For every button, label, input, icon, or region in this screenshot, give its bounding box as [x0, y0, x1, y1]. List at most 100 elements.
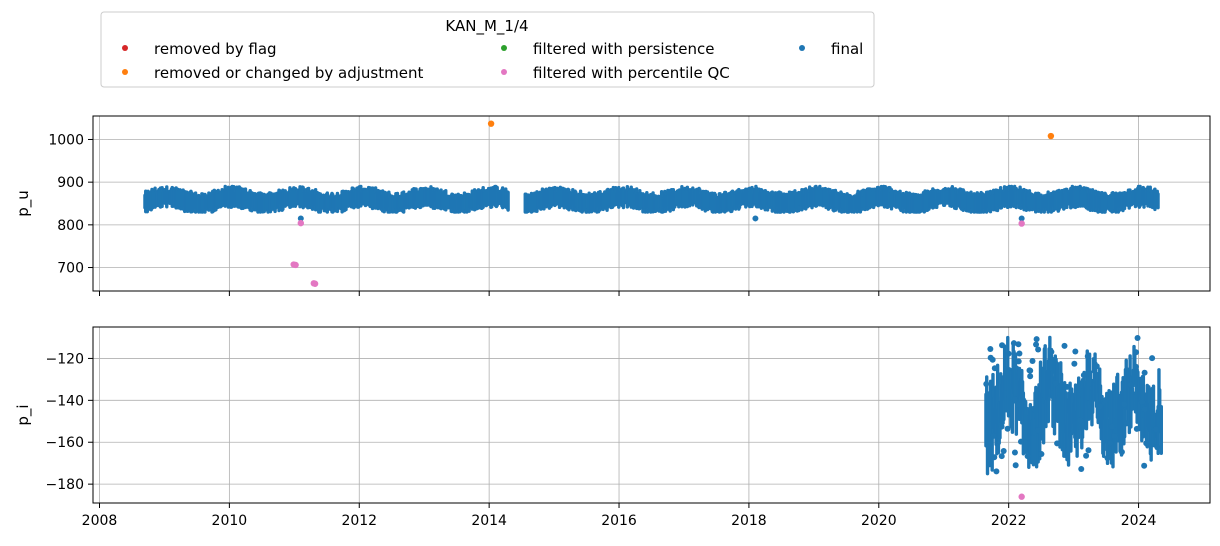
- final-point-45: [1121, 401, 1128, 408]
- final-outlier-0-0: [297, 215, 304, 222]
- legend-label-2: filtered with persistence: [533, 40, 714, 58]
- legend-label-4: final: [831, 40, 863, 58]
- final-point-7: [1096, 403, 1103, 410]
- final-point-44: [1015, 341, 1022, 348]
- y-tick-label-1-1: −160: [46, 435, 84, 451]
- percentile-qc-point-0-3: [311, 280, 319, 287]
- final-point-36: [1123, 420, 1130, 427]
- final-point-55: [1107, 440, 1114, 447]
- y-axis-label-1: p_i: [14, 404, 33, 425]
- adjustment-point-0-1: [1047, 132, 1055, 140]
- final-point-21: [990, 432, 997, 439]
- final-outlier-0-1: [752, 215, 759, 222]
- final-point-4: [1132, 363, 1139, 370]
- final-point-12: [999, 342, 1006, 349]
- y-tick-label-1-2: −140: [46, 393, 84, 409]
- x-tick-label-4: 2016: [601, 513, 637, 529]
- legend-label-0: removed by flag: [154, 40, 277, 58]
- final-point-65: [1015, 358, 1022, 365]
- x-tick-label-8: 2024: [1121, 513, 1157, 529]
- adjustment-point-0-0: [487, 120, 495, 127]
- y-tick-label-0-3: 1000: [48, 132, 84, 148]
- plot-area-1: [983, 334, 1163, 500]
- final-point-31: [1134, 334, 1141, 341]
- y-tick-label-1-3: −120: [46, 351, 84, 367]
- final-point-54: [1027, 373, 1034, 380]
- x-tick-label-2: 2012: [341, 513, 377, 529]
- legend-frame: [100, 11, 875, 88]
- legend-label-3: filtered with percentile QC: [533, 64, 730, 82]
- final-point-53: [1141, 369, 1148, 376]
- x-tick-label-0: 2008: [82, 513, 118, 529]
- final-point-64: [1139, 398, 1146, 405]
- final-point-0: [1080, 372, 1087, 379]
- final-point-18: [1077, 417, 1084, 424]
- legend-marker-1: [122, 69, 128, 75]
- legend-marker-0: [122, 45, 128, 51]
- legend-marker-2: [501, 45, 507, 51]
- x-tick-label-3: 2014: [471, 513, 507, 529]
- final-point-39: [1085, 447, 1092, 454]
- final-point-52: [1127, 381, 1134, 388]
- series-final-1: [983, 334, 1163, 476]
- x-tick-label-6: 2020: [861, 513, 897, 529]
- final-point-60: [1084, 353, 1091, 360]
- final-point-35: [1029, 357, 1036, 364]
- final-point-68: [1038, 451, 1045, 458]
- plot-area-0: [143, 120, 1160, 287]
- y-tick-label-0-0: 700: [57, 261, 84, 277]
- y-axis-label-0: p_u: [14, 190, 33, 217]
- final-point-22: [1016, 350, 1023, 357]
- legend-title: KAN_M_1/4: [445, 17, 528, 36]
- y-tick-label-0-1: 800: [57, 218, 84, 234]
- panel-p-i: 2008 2010 2012 2014 2016 2018 2020 2022 2024 −180…: [14, 326, 1211, 529]
- x-tick-label-1: 2010: [212, 513, 248, 529]
- x-tick-label-5: 2018: [731, 513, 767, 529]
- panel-frame-0: [92, 115, 1211, 292]
- final-point-24: [1064, 383, 1071, 390]
- final-point-17: [991, 454, 998, 461]
- final-point-59: [1011, 396, 1018, 403]
- final-point-1: [1052, 380, 1059, 387]
- final-point-2: [1104, 454, 1111, 461]
- x-tick-label-7: 2022: [991, 513, 1027, 529]
- final-point-25: [1012, 462, 1019, 469]
- percentile-qc-point-0-4: [297, 219, 305, 227]
- final-point-63: [1014, 401, 1021, 408]
- final-point-14: [1061, 342, 1068, 349]
- final-point-42: [1072, 348, 1079, 355]
- final-point-6: [1149, 355, 1156, 362]
- percentile-qc-point-1-0: [1018, 493, 1025, 500]
- final-point-5: [1024, 453, 1031, 460]
- final-point-62: [1005, 350, 1012, 357]
- final-point-10: [1026, 367, 1033, 374]
- final-point-48: [1083, 452, 1090, 459]
- final-point-50: [1071, 360, 1078, 367]
- final-point-66: [1010, 340, 1017, 347]
- legend-marker-3: [501, 69, 507, 75]
- final-point-57: [1033, 341, 1040, 348]
- final-point-34: [1054, 440, 1061, 447]
- percentile-qc-point-0-5: [1018, 220, 1025, 227]
- legend-label-1: removed or changed by adjustment: [154, 64, 423, 82]
- final-point-47: [998, 453, 1005, 460]
- final-point-16: [987, 354, 994, 361]
- final-point-33: [1111, 432, 1118, 439]
- panel-frame-1: [92, 326, 1211, 504]
- final-point-69: [1108, 423, 1115, 430]
- final-point-37: [1011, 449, 1018, 456]
- final-point-26: [1141, 462, 1148, 469]
- y-tick-label-1-0: −180: [46, 477, 84, 493]
- final-point-41: [1154, 444, 1161, 451]
- final-point-28: [993, 468, 1000, 475]
- final-point-3: [987, 346, 994, 353]
- final-point-32: [1017, 438, 1024, 445]
- final-point-13: [991, 365, 998, 372]
- final-point-58: [1078, 465, 1085, 472]
- final-point-20: [1035, 346, 1042, 353]
- percentile-qc-point-0-1: [292, 261, 299, 269]
- final-point-19: [1141, 406, 1148, 413]
